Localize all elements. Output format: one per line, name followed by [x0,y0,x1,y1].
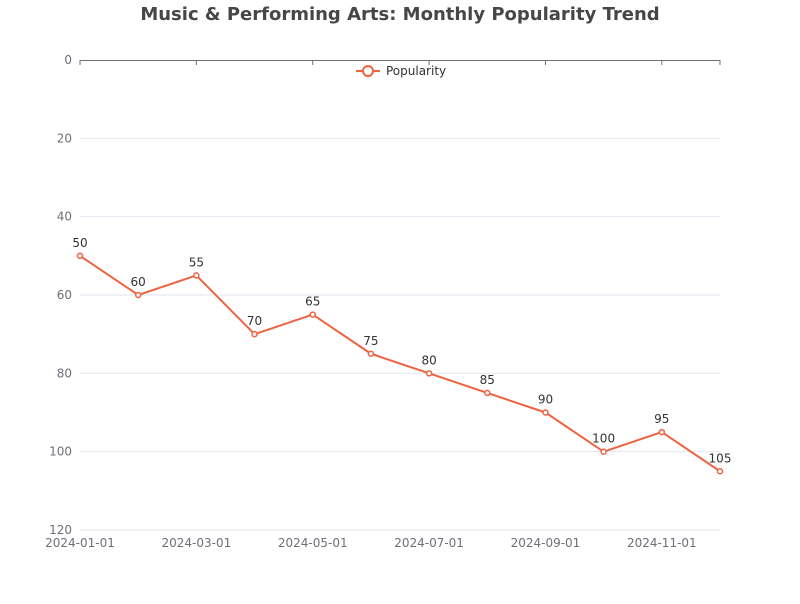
y-tick-label: 40 [57,210,72,224]
grid-lines [80,137,720,531]
data-label: 95 [654,412,669,426]
y-tick-label: 20 [57,131,72,145]
data-point [484,389,491,397]
x-tick-label: 2024-07-01 [394,536,464,550]
series-line [79,255,721,473]
data-label: 75 [363,334,378,348]
y-tick-label: 100 [49,445,72,459]
legend[interactable]: Popularity [356,64,446,78]
chart-title: Music & Performing Arts: Monthly Popular… [140,4,659,25]
data-point [76,252,84,260]
data-label: 105 [709,451,732,465]
data-label: 65 [305,295,320,309]
y-tick-label: 120 [49,523,72,537]
data-label: 50 [72,236,87,250]
data-label: 100 [592,432,615,446]
data-point [658,428,666,436]
data-label: 90 [538,393,553,407]
data-point [716,468,724,475]
data-label: 55 [189,255,204,269]
x-tick-label: 2024-09-01 [511,536,581,550]
data-point [367,350,375,357]
legend-circle-marker [362,65,374,77]
data-point [193,272,200,279]
y-tick-label: 60 [57,288,72,302]
x-tick-label: 2024-01-01 [45,536,115,550]
x-tick-label: 2024-03-01 [161,536,231,550]
data-point [425,370,433,377]
data-label: 60 [131,275,146,289]
x-tick-label: 2024-11-01 [627,536,697,550]
data-label: 80 [421,353,436,367]
data-point [542,409,549,416]
series-popularity: 50 60 55 70 65 75 80 85 90 100 95 105 [72,236,732,475]
data-point [251,330,258,338]
data-point [600,448,607,455]
y-tick-label: 80 [57,366,72,380]
data-label: 85 [480,373,495,387]
data-label: 70 [247,314,262,328]
data-point [309,311,316,318]
data-point [134,291,142,299]
legend-label: Popularity [386,64,446,78]
x-tick-label: 2024-05-01 [278,536,348,550]
y-tick-label: 0 [64,53,72,67]
